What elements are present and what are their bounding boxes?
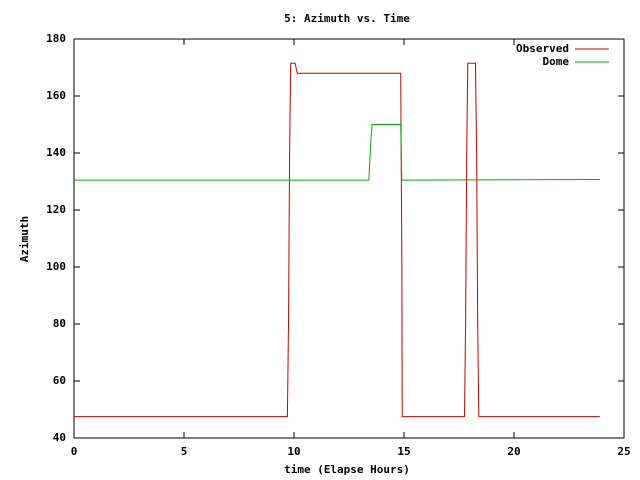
y-tick-label: 140	[46, 146, 66, 159]
y-tick-label: 40	[53, 431, 66, 444]
plot-frame	[73, 38, 625, 439]
chart-title: 5: Azimuth vs. Time	[284, 12, 410, 25]
x-tick-label: 25	[617, 445, 630, 458]
data-line	[74, 124, 600, 181]
data-line	[74, 62, 600, 418]
legend-label: Observed	[516, 42, 569, 55]
x-tick-label: 10	[287, 445, 300, 458]
x-tick-label: 0	[71, 445, 78, 458]
x-tick-label: 15	[397, 445, 410, 458]
y-tick-label: 180	[46, 32, 66, 45]
y-tick-label: 160	[46, 89, 66, 102]
x-tick-label: 20	[507, 445, 520, 458]
legend-label: Dome	[543, 55, 570, 68]
x-axis-label: time (Elapse Hours)	[284, 463, 410, 476]
x-tick-label: 5	[181, 445, 188, 458]
y-tick-label: 60	[53, 374, 66, 387]
y-tick-label: 80	[53, 317, 66, 330]
y-tick-label: 120	[46, 203, 66, 216]
y-axis-label: Azimuth	[18, 216, 31, 262]
y-tick-label: 100	[46, 260, 66, 273]
